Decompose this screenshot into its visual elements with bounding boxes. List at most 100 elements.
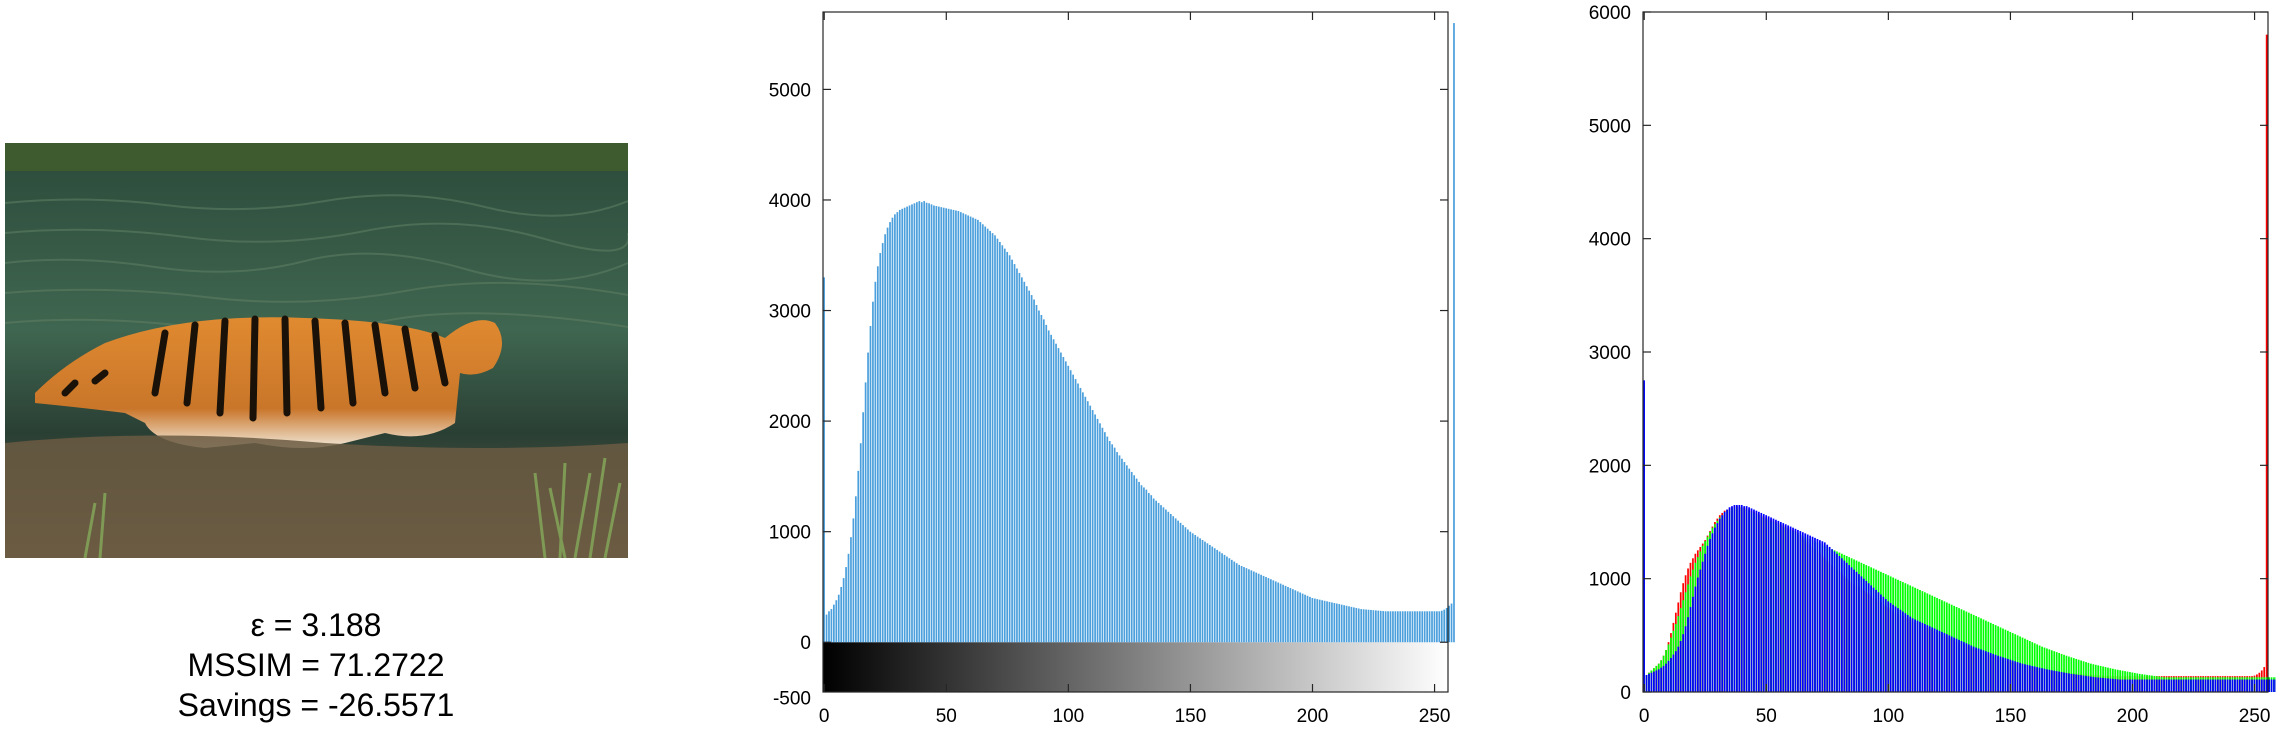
bar xyxy=(1238,564,1240,643)
bar xyxy=(2229,679,2231,692)
bar xyxy=(913,203,916,643)
bar xyxy=(1357,608,1360,643)
bar xyxy=(999,241,1001,643)
bar xyxy=(2065,672,2068,692)
bar xyxy=(1309,596,1311,643)
bar xyxy=(1884,599,1887,692)
bar xyxy=(1716,523,1719,692)
bar xyxy=(1284,585,1287,643)
bar xyxy=(1138,481,1140,643)
bar xyxy=(2024,664,2026,692)
bar xyxy=(1787,525,1789,692)
bar xyxy=(1201,539,1204,643)
bar xyxy=(2153,679,2156,692)
bar xyxy=(1762,514,1765,692)
bar xyxy=(984,226,987,643)
bar xyxy=(1196,536,1199,643)
bar xyxy=(1179,522,1182,643)
x-tick-label: 50 xyxy=(1756,706,1777,727)
bar xyxy=(1975,647,1977,692)
bar xyxy=(1453,23,1455,643)
bar xyxy=(1723,511,1726,692)
bar xyxy=(1994,654,1997,692)
bar xyxy=(977,219,979,643)
bar xyxy=(1877,592,1880,692)
bar xyxy=(1267,578,1270,643)
bar xyxy=(1160,505,1162,643)
bar xyxy=(2243,679,2246,692)
bar xyxy=(1426,611,1428,643)
bar xyxy=(2107,678,2109,692)
bar xyxy=(945,208,948,643)
bar xyxy=(1199,538,1201,643)
plot-frame xyxy=(822,11,1449,693)
bar xyxy=(1645,675,1648,692)
bar xyxy=(903,207,906,643)
bar xyxy=(1958,639,1960,692)
bar xyxy=(959,212,962,643)
bar xyxy=(969,216,972,643)
bar xyxy=(1892,604,1894,692)
bar xyxy=(1657,669,1660,692)
bar xyxy=(1760,512,1763,692)
bar xyxy=(1045,324,1048,643)
bar xyxy=(1328,601,1331,643)
bar xyxy=(964,214,967,643)
bar xyxy=(1243,567,1245,643)
bar xyxy=(1204,541,1206,643)
bar xyxy=(1694,586,1697,692)
bar xyxy=(1897,608,1899,692)
x-tick-label: 150 xyxy=(1175,706,1207,727)
bar xyxy=(2207,679,2209,692)
bar xyxy=(1721,515,1724,692)
bar xyxy=(1152,498,1155,643)
bar xyxy=(2050,670,2053,692)
bar xyxy=(1684,626,1687,692)
bar xyxy=(1448,605,1450,643)
bar xyxy=(989,230,991,643)
bar xyxy=(1370,609,1372,643)
bar xyxy=(1226,556,1228,643)
bar xyxy=(2199,679,2202,692)
bar xyxy=(1060,352,1062,643)
bar xyxy=(1926,625,1929,692)
bar xyxy=(840,586,843,643)
bar xyxy=(947,208,950,643)
bar xyxy=(2058,671,2060,692)
bar xyxy=(2009,659,2012,692)
bar xyxy=(1211,546,1214,643)
bar xyxy=(1840,558,1843,692)
bar xyxy=(2236,679,2239,692)
bar xyxy=(1804,533,1807,692)
bar xyxy=(1726,509,1728,692)
bar xyxy=(1069,370,1072,643)
bar xyxy=(1387,611,1389,643)
bar xyxy=(842,578,845,643)
bar xyxy=(2102,677,2104,692)
bar xyxy=(1831,549,1833,692)
bar xyxy=(957,211,960,643)
bar xyxy=(2080,675,2082,692)
bar xyxy=(1218,551,1221,643)
bar xyxy=(1089,405,1092,643)
bar xyxy=(1728,507,1731,692)
bar xyxy=(1772,518,1775,692)
bar xyxy=(937,206,940,643)
bar xyxy=(1916,620,1919,692)
epsilon-value: ε = 3.188 xyxy=(250,607,382,643)
bar xyxy=(1767,516,1770,692)
bar xyxy=(830,609,833,643)
grayscale-histogram: 0 1000 2000 3000 4000 5000 0 50 100 150 200 250 -500 xyxy=(769,11,1455,727)
bar xyxy=(1052,339,1055,643)
bar xyxy=(1277,582,1280,643)
y-tick-label: 3000 xyxy=(769,302,811,323)
bar xyxy=(2094,677,2097,692)
bar xyxy=(1174,518,1177,643)
bar xyxy=(1709,539,1711,692)
bar xyxy=(1823,542,1826,692)
bar xyxy=(2265,34,2268,692)
bar xyxy=(1125,465,1128,643)
bar xyxy=(1948,635,1951,692)
bar xyxy=(2270,679,2273,692)
bar xyxy=(1167,511,1170,643)
